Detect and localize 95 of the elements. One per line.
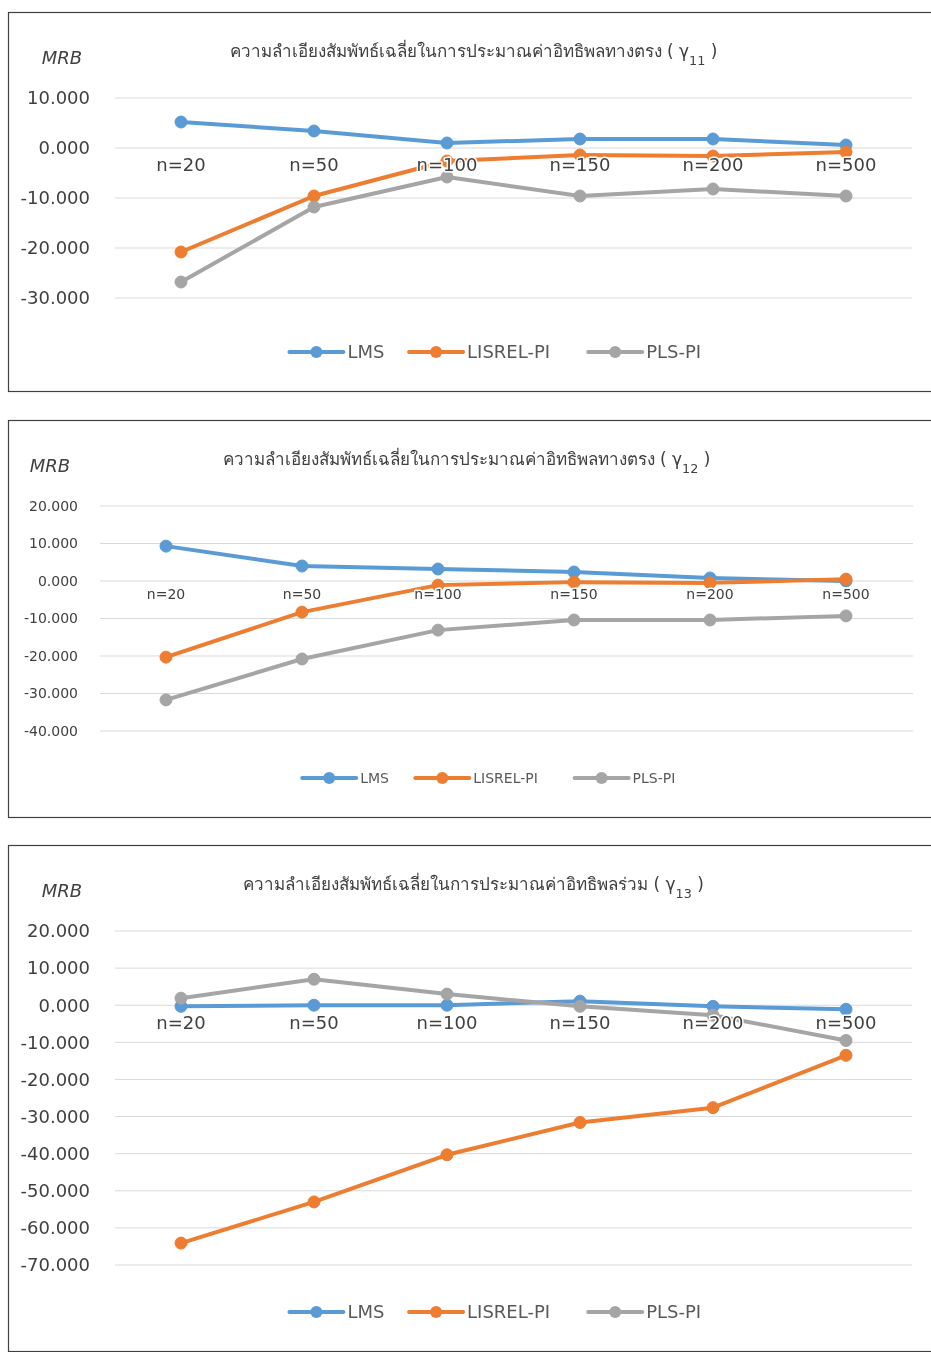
legend-label: PLS-PI xyxy=(632,769,676,786)
y-tick-label: 0.000 xyxy=(38,994,90,1016)
point xyxy=(573,189,587,203)
legend-label: LMS xyxy=(360,769,390,786)
y-tick-label: 20.000 xyxy=(29,497,78,514)
point xyxy=(440,987,454,1001)
point xyxy=(307,124,321,138)
legend-label: LISREL-PI xyxy=(467,341,551,363)
y-tick-label: 10.000 xyxy=(27,87,90,109)
point xyxy=(159,650,173,664)
point xyxy=(839,1033,853,1047)
point xyxy=(295,605,309,619)
y-axis-title: MRB xyxy=(29,455,71,476)
point xyxy=(174,1236,188,1250)
point xyxy=(174,115,188,129)
point xyxy=(431,562,445,576)
point xyxy=(295,559,309,573)
point xyxy=(174,275,188,289)
legend-label: LISREL-PI xyxy=(467,1301,551,1323)
point xyxy=(307,972,321,986)
y-tick-label: -20.000 xyxy=(20,237,90,259)
point xyxy=(307,200,321,214)
point xyxy=(706,1101,720,1115)
x-tick-label: n=500 xyxy=(815,1011,877,1033)
point xyxy=(567,613,581,627)
point xyxy=(159,693,173,707)
y-tick-label: -10.000 xyxy=(20,187,90,209)
y-tick-label: -40.000 xyxy=(20,1142,90,1164)
x-tick-label: n=20 xyxy=(146,586,186,603)
point xyxy=(431,623,445,637)
point xyxy=(567,575,581,589)
point xyxy=(706,132,720,146)
x-tick-label: n=50 xyxy=(289,154,339,176)
point xyxy=(174,991,188,1005)
point xyxy=(703,576,717,590)
legend-label: PLS-PI xyxy=(646,341,702,363)
point xyxy=(573,132,587,146)
point xyxy=(839,1048,853,1062)
x-tick-label: n=200 xyxy=(686,586,734,603)
point xyxy=(839,189,853,203)
x-tick-label: n=150 xyxy=(550,586,598,603)
y-tick-label: -20.000 xyxy=(20,1068,90,1090)
point xyxy=(307,189,321,203)
legend-label: LMS xyxy=(347,1301,385,1323)
x-tick-label: n=50 xyxy=(289,1011,339,1033)
legend-label: PLS-PI xyxy=(646,1301,702,1323)
y-tick-label: -30.000 xyxy=(20,287,90,309)
point xyxy=(573,999,587,1013)
x-tick-label: n=150 xyxy=(549,1011,611,1033)
x-tick-label: n=100 xyxy=(414,586,462,603)
point xyxy=(839,145,853,159)
x-tick-label: n=50 xyxy=(282,586,322,603)
x-tick-label: n=100 xyxy=(416,1011,478,1033)
x-tick-label: n=500 xyxy=(815,154,877,176)
point xyxy=(295,652,309,666)
y-tick-label: 0.000 xyxy=(38,137,90,159)
y-tick-label: -10.000 xyxy=(23,610,78,627)
y-tick-label: -20.000 xyxy=(23,647,78,664)
y-tick-label: -60.000 xyxy=(20,1217,90,1239)
y-axis-title: MRB xyxy=(41,880,83,901)
y-tick-label: 10.000 xyxy=(29,535,78,552)
x-tick-label: n=20 xyxy=(156,154,206,176)
point xyxy=(440,136,454,150)
point xyxy=(440,998,454,1012)
point xyxy=(703,613,717,627)
point xyxy=(307,998,321,1012)
y-axis-title: MRB xyxy=(41,47,83,68)
x-tick-label: n=150 xyxy=(549,154,611,176)
point xyxy=(307,1195,321,1209)
point xyxy=(839,609,853,623)
legend-label: LMS xyxy=(347,341,385,363)
x-tick-label: n=200 xyxy=(682,1011,744,1033)
y-tick-label: 20.000 xyxy=(27,920,90,942)
y-tick-label: -10.000 xyxy=(20,1031,90,1053)
y-tick-label: -30.000 xyxy=(23,685,78,702)
point xyxy=(567,565,581,579)
point xyxy=(159,539,173,553)
y-tick-label: -70.000 xyxy=(20,1254,90,1276)
x-tick-label: n=200 xyxy=(682,154,744,176)
x-tick-label: n=500 xyxy=(822,586,870,603)
x-tick-label: n=20 xyxy=(156,1011,206,1033)
y-tick-label: -40.000 xyxy=(23,722,78,739)
y-tick-label: 0.000 xyxy=(37,572,78,589)
y-tick-label: -30.000 xyxy=(20,1105,90,1127)
chart-title: ความลำเอียงสัมพัทธ์เฉลี่ยในการประมาณค่าอิทธิพลทางตรง ( γ$_{11}$ ) xyxy=(229,39,718,68)
y-tick-label: -50.000 xyxy=(20,1180,90,1202)
point xyxy=(573,1115,587,1129)
point xyxy=(440,1148,454,1162)
chart-title: ความลำเอียงสัมพัทธ์เฉลี่ยในการประมาณค่าอิทธิพลทางตรง ( γ$_{12}$ ) xyxy=(222,447,711,476)
point xyxy=(174,245,188,259)
legend-label: LISREL-PI xyxy=(473,769,538,786)
chart-title: ความลำเอียงสัมพัทธ์เฉลี่ยในการประมาณค่าอิทธิพลร่วม ( γ$_{13}$ ) xyxy=(243,872,704,901)
point xyxy=(839,1002,853,1016)
point xyxy=(706,182,720,196)
y-tick-label: 10.000 xyxy=(27,957,90,979)
